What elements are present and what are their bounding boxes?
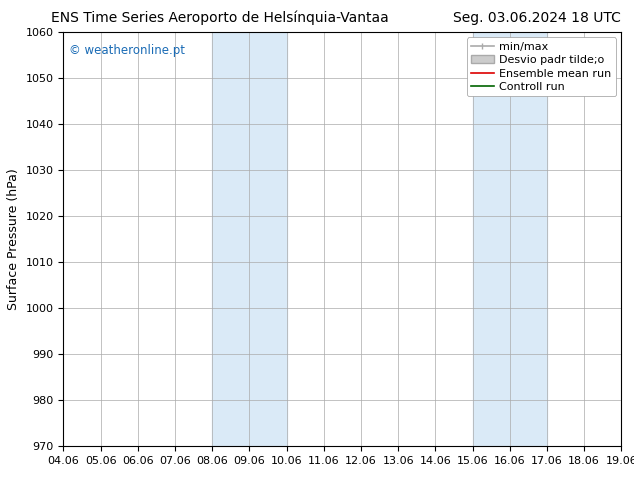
Bar (472, 32, 547, 446)
Legend: min/max, Desvio padr tilde;o, Ensemble mean run, Controll run: min/max, Desvio padr tilde;o, Ensemble m… (467, 37, 616, 97)
Bar (212, 32, 287, 446)
Text: ENS Time Series Aeroporto de Helsínquia-Vantaa: ENS Time Series Aeroporto de Helsínquia-… (51, 11, 389, 25)
Y-axis label: Surface Pressure (hPa): Surface Pressure (hPa) (7, 168, 20, 310)
Text: © weatheronline.pt: © weatheronline.pt (69, 44, 185, 57)
Text: Seg. 03.06.2024 18 UTC: Seg. 03.06.2024 18 UTC (453, 11, 621, 25)
